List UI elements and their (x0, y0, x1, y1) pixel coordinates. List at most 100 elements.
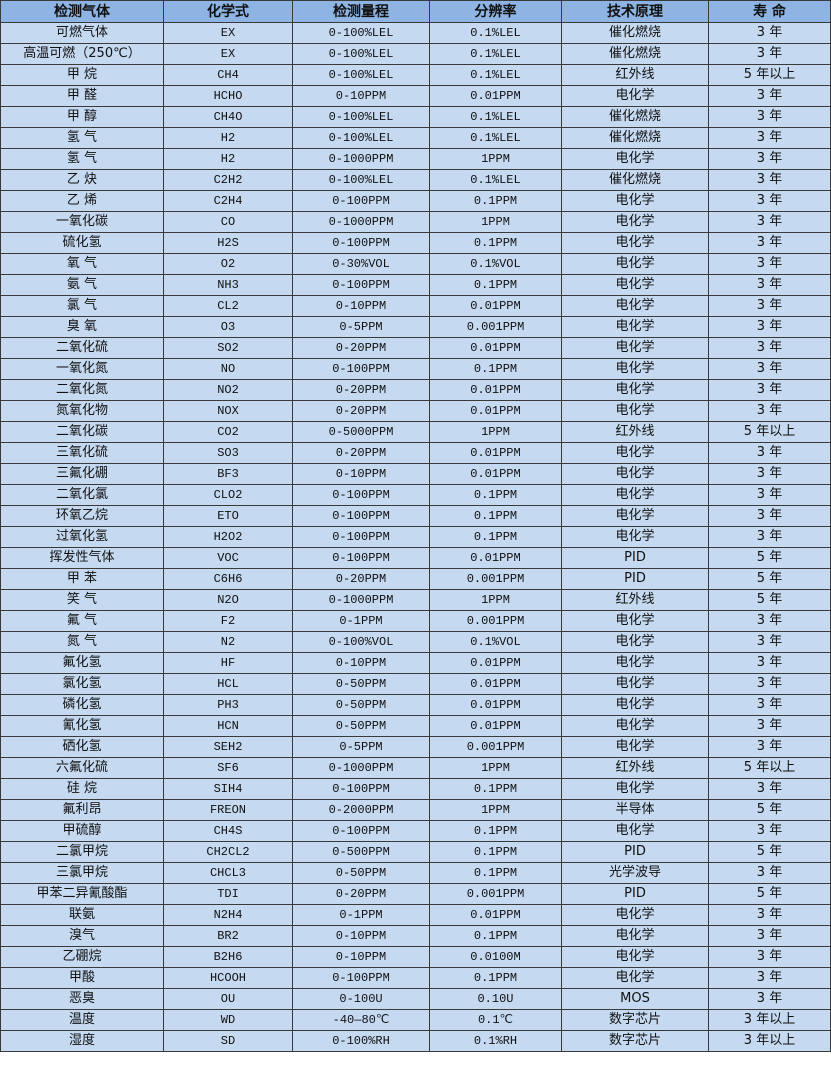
formula-cell: SO2 (163, 337, 293, 359)
gas-name-cell: 二氧化氯 (0, 484, 164, 506)
range-cell: 0-1000PPM (292, 148, 430, 170)
lifetime-cell: 3 年 (708, 85, 831, 107)
lifetime-cell: 5 年以上 (708, 757, 831, 779)
resolution-cell: 0.1%VOL (429, 253, 562, 275)
principle-cell: 电化学 (561, 316, 709, 338)
lifetime-cell: 5 年 (708, 568, 831, 590)
gas-name-cell: 氮氧化物 (0, 400, 164, 422)
gas-name-cell: 磷化氢 (0, 694, 164, 716)
resolution-cell: 0.1PPM (429, 526, 562, 548)
table-row: 甲 苯 C6H6 0-20PPM 0.001PPM PID 5 年 (0, 568, 831, 590)
lifetime-cell: 3 年 (708, 337, 831, 359)
lifetime-cell: 3 年 (708, 652, 831, 674)
gas-name-cell: 硫化氢 (0, 232, 164, 254)
range-cell: 0-100PPM (292, 484, 430, 506)
resolution-cell: 0.001PPM (429, 568, 562, 590)
resolution-cell: 0.1%LEL (429, 106, 562, 128)
principle-cell: 红外线 (561, 64, 709, 86)
range-cell: 0-100%LEL (292, 64, 430, 86)
resolution-cell: 0.10U (429, 988, 562, 1010)
lifetime-cell: 5 年 (708, 841, 831, 863)
principle-cell: 催化燃烧 (561, 22, 709, 44)
gas-name-cell: 三氧化硫 (0, 442, 164, 464)
resolution-cell: 0.1PPM (429, 190, 562, 212)
formula-cell: HF (163, 652, 293, 674)
lifetime-cell: 5 年 (708, 883, 831, 905)
range-cell: 0-100PPM (292, 232, 430, 254)
table-row: 氢 气 H2 0-100%LEL 0.1%LEL 催化燃烧 3 年 (0, 127, 831, 149)
resolution-cell: 0.1PPM (429, 967, 562, 989)
range-cell: 0-10PPM (292, 463, 430, 485)
principle-cell: 红外线 (561, 589, 709, 611)
table-row: 湿度 SD 0-100%RH 0.1%RH 数字芯片 3 年以上 (0, 1030, 831, 1052)
principle-cell: 电化学 (561, 358, 709, 380)
principle-cell: 电化学 (561, 694, 709, 716)
resolution-cell: 1PPM (429, 211, 562, 233)
formula-cell: CH2CL2 (163, 841, 293, 863)
range-cell: 0-5000PPM (292, 421, 430, 443)
resolution-cell: 1PPM (429, 589, 562, 611)
gas-name-cell: 甲酸 (0, 967, 164, 989)
resolution-cell: 0.001PPM (429, 316, 562, 338)
formula-cell: EX (163, 22, 293, 44)
range-cell: 0-100%LEL (292, 127, 430, 149)
range-cell: 0-20PPM (292, 883, 430, 905)
range-cell: 0-100PPM (292, 967, 430, 989)
range-cell: 0-100PPM (292, 526, 430, 548)
principle-cell: 电化学 (561, 295, 709, 317)
table-row: 氨 气 NH3 0-100PPM 0.1PPM 电化学 3 年 (0, 274, 831, 296)
resolution-cell: 0.1%LEL (429, 22, 562, 44)
lifetime-cell: 3 年 (708, 442, 831, 464)
table-row: 三氟化硼 BF3 0-10PPM 0.01PPM 电化学 3 年 (0, 463, 831, 485)
resolution-cell: 0.01PPM (429, 337, 562, 359)
gas-name-cell: 六氟化硫 (0, 757, 164, 779)
table-row: 磷化氢 PH3 0-50PPM 0.01PPM 电化学 3 年 (0, 694, 831, 716)
principle-cell: 电化学 (561, 232, 709, 254)
table-row: 联氨 N2H4 0-1PPM 0.01PPM 电化学 3 年 (0, 904, 831, 926)
resolution-cell: 0.001PPM (429, 883, 562, 905)
formula-cell: CL2 (163, 295, 293, 317)
principle-cell: 电化学 (561, 190, 709, 212)
range-cell: 0-100PPM (292, 358, 430, 380)
formula-cell: SO3 (163, 442, 293, 464)
lifetime-cell: 3 年 (708, 820, 831, 842)
header-formula: 化学式 (163, 0, 293, 23)
gas-name-cell: 氟 气 (0, 610, 164, 632)
table-row: 氯化氢 HCL 0-50PPM 0.01PPM 电化学 3 年 (0, 673, 831, 695)
formula-cell: NO2 (163, 379, 293, 401)
gas-name-cell: 氟化氢 (0, 652, 164, 674)
principle-cell: 电化学 (561, 463, 709, 485)
formula-cell: C2H4 (163, 190, 293, 212)
gas-name-cell: 甲苯二异氰酸酯 (0, 883, 164, 905)
lifetime-cell: 5 年 (708, 547, 831, 569)
formula-cell: O3 (163, 316, 293, 338)
lifetime-cell: 3 年 (708, 253, 831, 275)
principle-cell: 电化学 (561, 505, 709, 527)
table-row: 二氯甲烷 CH2CL2 0-500PPM 0.1PPM PID 5 年 (0, 841, 831, 863)
resolution-cell: 1PPM (429, 148, 562, 170)
resolution-cell: 0.1PPM (429, 358, 562, 380)
principle-cell: 数字芯片 (561, 1009, 709, 1031)
formula-cell: CHCL3 (163, 862, 293, 884)
gas-name-cell: 氨 气 (0, 274, 164, 296)
lifetime-cell: 3 年 (708, 211, 831, 233)
range-cell: 0-500PPM (292, 841, 430, 863)
resolution-cell: 0.1%LEL (429, 169, 562, 191)
principle-cell: 光学波导 (561, 862, 709, 884)
principle-cell: 催化燃烧 (561, 127, 709, 149)
table-row: 氟 气 F2 0-1PPM 0.001PPM 电化学 3 年 (0, 610, 831, 632)
table-row: 一氧化碳 CO 0-1000PPM 1PPM 电化学 3 年 (0, 211, 831, 233)
principle-cell: 电化学 (561, 673, 709, 695)
table-row: 二氧化氯 CLO2 0-100PPM 0.1PPM 电化学 3 年 (0, 484, 831, 506)
lifetime-cell: 3 年 (708, 988, 831, 1010)
range-cell: -40—80℃ (292, 1009, 430, 1031)
gas-name-cell: 氮 气 (0, 631, 164, 653)
table-row: 六氟化硫 SF6 0-1000PPM 1PPM 红外线 5 年以上 (0, 757, 831, 779)
resolution-cell: 0.01PPM (429, 673, 562, 695)
formula-cell: NOX (163, 400, 293, 422)
range-cell: 0-100PPM (292, 820, 430, 842)
range-cell: 0-10PPM (292, 652, 430, 674)
table-row: 氟利昂 FREON 0-2000PPM 1PPM 半导体 5 年 (0, 799, 831, 821)
principle-cell: 电化学 (561, 148, 709, 170)
principle-cell: 电化学 (561, 253, 709, 275)
